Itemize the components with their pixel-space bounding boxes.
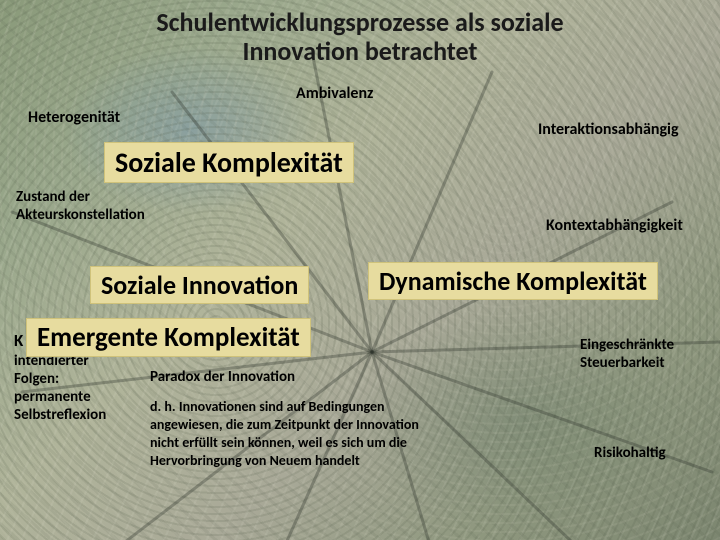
paradox-line1: d. h. Innovationen sind auf Bedingungen xyxy=(150,398,385,415)
paradox-title: Paradox der Innovation xyxy=(150,368,295,386)
label-eingeschraenkte-l1: Eingeschränkte xyxy=(580,336,674,354)
label-risikohaltig: Risikohaltig xyxy=(594,444,666,462)
box-soziale-innovation: Soziale Innovation xyxy=(90,266,309,304)
paradox-line2: angewiesen, die zum Zeitpunkt der Innova… xyxy=(150,416,419,433)
box-emergente-komplexitaet: Emergente Komplexität xyxy=(26,318,311,357)
label-k-clip: K xyxy=(14,330,23,351)
label-eingeschraenkte-l2: Steuerbarkeit xyxy=(580,354,665,372)
infographic-canvas: Schulentwicklungsprozesse als soziale In… xyxy=(0,0,720,540)
title-line1: Schulentwicklungsprozesse als soziale xyxy=(156,6,563,38)
label-ambivalenz: Ambivalenz xyxy=(296,84,373,103)
box-soziale-komplexitaet: Soziale Komplexität xyxy=(104,142,354,183)
box-dynamische-komplexitaet: Dynamische Komplexität xyxy=(368,262,658,300)
label-intendierter-l3: permanente xyxy=(14,388,91,406)
page-title: Schulentwicklungsprozesse als soziale In… xyxy=(120,8,600,65)
paradox-line4: Hervorbringung von Neuem handelt xyxy=(150,452,360,469)
label-heterogenitaet: Heterogenität xyxy=(28,108,120,127)
paradox-line3: nicht erfüllt sein können, weil es sich … xyxy=(150,434,407,451)
label-zustand-line2: Akteurskonstellation xyxy=(16,206,145,224)
title-line2: Innovation betrachtet xyxy=(243,35,478,67)
label-intendierter-l2: Folgen: xyxy=(14,370,59,388)
label-intendierter-l4: Selbstreflexion xyxy=(14,406,106,424)
label-kontextabhaengigkeit: Kontextabhängigkeit xyxy=(546,216,683,235)
label-interaktionsabhaengig: Interaktionsabhängig xyxy=(538,120,679,139)
label-zustand-line1: Zustand der xyxy=(16,188,90,206)
